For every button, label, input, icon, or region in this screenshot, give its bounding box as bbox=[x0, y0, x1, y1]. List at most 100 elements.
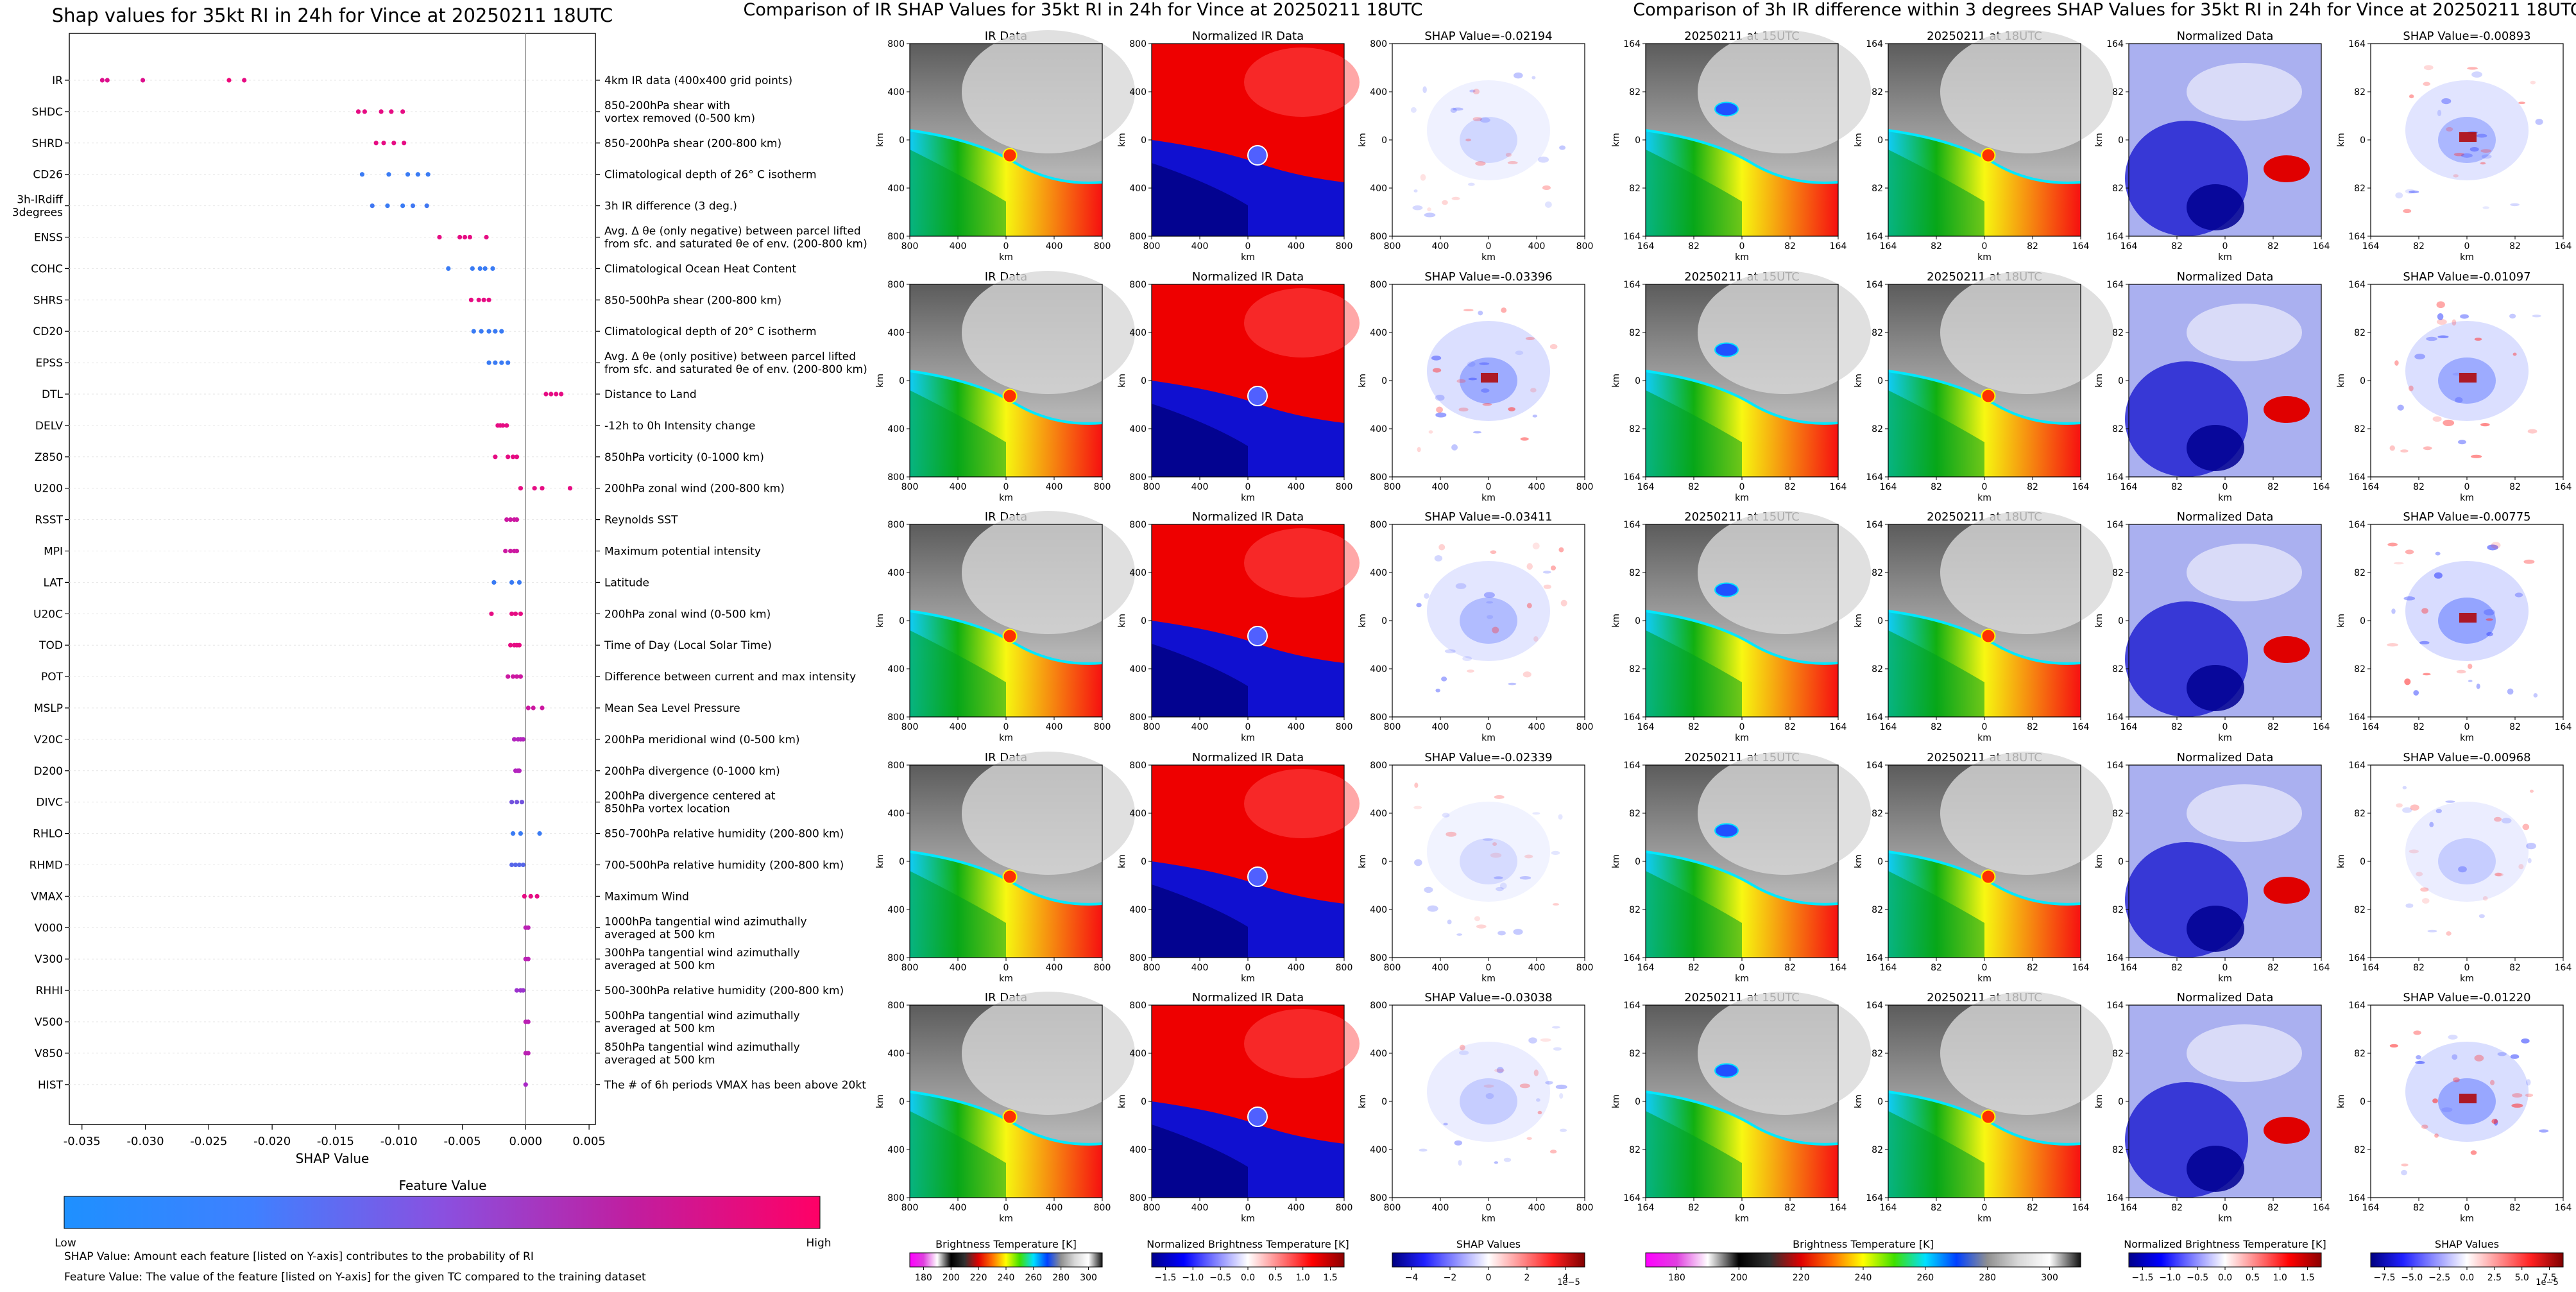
shap-value-title: SHAP Value=-0.00968 bbox=[2403, 751, 2530, 764]
y-tick-label: 800 bbox=[887, 232, 905, 242]
y-tick-label: 400 bbox=[1370, 87, 1387, 98]
y-axis-label: km bbox=[2094, 133, 2104, 147]
shap-speckle bbox=[1485, 1093, 1494, 1099]
x-axis-label: km bbox=[2218, 733, 2232, 743]
x-tick-label: 0 bbox=[1245, 1203, 1251, 1213]
y-tick-label: 164 bbox=[2348, 280, 2366, 290]
colorbar-tick-label: 1.0 bbox=[2273, 1273, 2287, 1283]
y-tick-label: 82 bbox=[1629, 664, 1641, 675]
x-tick-label: 0 bbox=[2222, 241, 2228, 252]
shap-speckle bbox=[2410, 804, 2419, 811]
shap-speckle bbox=[2525, 1093, 2534, 1098]
shap-speckle bbox=[1427, 207, 1431, 212]
x-tick-label: 400 bbox=[1432, 482, 1449, 492]
shap-summary-chart: Shap values for 35kt RI in 24h for Vince… bbox=[12, 4, 867, 1250]
eye-feature bbox=[1981, 628, 1996, 644]
feature-description: averaged at 500 km bbox=[604, 1022, 715, 1035]
shap-speckle bbox=[1490, 852, 1502, 858]
shap-speckle bbox=[2470, 454, 2482, 458]
x-axis-label: km bbox=[1977, 1214, 1992, 1224]
shap-speckle bbox=[1497, 931, 1506, 936]
x-tick-label: 164 bbox=[2120, 722, 2138, 732]
colorbar-tick-label: 300 bbox=[1080, 1273, 1097, 1283]
warm-region-green bbox=[1888, 871, 1984, 958]
x-tick-label: 800 bbox=[1336, 482, 1353, 492]
x-tick-label: 800 bbox=[1143, 963, 1161, 973]
shap-speckle bbox=[2480, 149, 2491, 153]
x-axis-label: km bbox=[1735, 252, 1749, 263]
y-tick-label: 164 bbox=[1866, 280, 1883, 290]
shap-speckle bbox=[2474, 1055, 2484, 1062]
y-axis-label: km bbox=[1854, 1094, 1864, 1108]
footnote-shap: SHAP Value: Amount each feature [listed … bbox=[64, 1250, 534, 1263]
shap-negative-core bbox=[2438, 838, 2496, 884]
y-tick-label: 400 bbox=[887, 568, 905, 578]
x-tick-label: 164 bbox=[2072, 241, 2090, 252]
warm-region-green bbox=[910, 630, 1006, 717]
shap-speckle bbox=[1523, 671, 1531, 678]
shap-speckle bbox=[2432, 416, 2442, 422]
shap-speckle bbox=[2405, 549, 2414, 555]
shap-map-background bbox=[1392, 765, 1585, 958]
feature-colorbar bbox=[64, 1196, 821, 1229]
normalized-deep-region bbox=[1152, 644, 1248, 717]
shap-speckle bbox=[1533, 636, 1539, 642]
shap-speckle bbox=[2395, 192, 2403, 199]
x-tick-label: 400 bbox=[1046, 1203, 1063, 1213]
shap-point bbox=[467, 234, 472, 240]
shap-speckle bbox=[1532, 812, 1540, 815]
shap-speckle bbox=[2509, 313, 2516, 319]
shap-speckle bbox=[2468, 680, 2473, 682]
feature-description: 200hPa zonal wind (200-800 km) bbox=[604, 483, 785, 495]
y-tick-label: 82 bbox=[1872, 664, 1883, 675]
y-tick-label: 82 bbox=[2112, 568, 2124, 578]
cloud-edge bbox=[909, 129, 1103, 184]
y-tick-label: 82 bbox=[1629, 905, 1641, 915]
shap-speckle bbox=[2469, 147, 2479, 152]
shap-speckle bbox=[1519, 875, 1531, 880]
x-tick-label: 400 bbox=[950, 1203, 967, 1213]
cloud-edge bbox=[1888, 370, 2081, 425]
shap-speckle bbox=[2494, 872, 2502, 877]
y-tick-label: 82 bbox=[1872, 184, 1883, 194]
x-tick-label: 0 bbox=[1245, 722, 1251, 732]
cloud-edge bbox=[909, 370, 1103, 425]
warm-region-green bbox=[1646, 1111, 1742, 1198]
x-tick-label: 0 bbox=[1486, 1203, 1492, 1213]
shap-speckle bbox=[2402, 807, 2412, 813]
y-axis-label: km bbox=[1358, 1094, 1368, 1108]
x-tick-label: 164 bbox=[2072, 722, 2090, 732]
shap-speckle bbox=[2518, 864, 2524, 870]
shap-point bbox=[493, 360, 498, 365]
shap-speckle bbox=[2491, 542, 2501, 549]
eye-feature bbox=[1714, 101, 1739, 117]
x-tick-label: 800 bbox=[1576, 241, 1594, 252]
colorbar-tick-label: 0.5 bbox=[1268, 1273, 1283, 1283]
x-tick-label: 82 bbox=[2027, 963, 2038, 973]
shap-speckle bbox=[1422, 86, 1427, 94]
x-axis-label: km bbox=[2460, 252, 2474, 263]
x-tick-label: 800 bbox=[1094, 241, 1111, 252]
shap-point bbox=[482, 266, 488, 271]
eye-feature bbox=[1981, 1109, 1996, 1124]
shap-speckle bbox=[2526, 843, 2536, 850]
shap-speckle bbox=[2416, 1055, 2421, 1060]
y-tick-label: 164 bbox=[1866, 520, 1883, 530]
shap-speckle bbox=[1486, 601, 1494, 604]
y-tick-label: 82 bbox=[2354, 87, 2366, 98]
x-tick-label: 0 bbox=[1982, 1203, 1988, 1213]
shap-speckle bbox=[1494, 1069, 1505, 1072]
y-tick-label: 164 bbox=[1623, 712, 1641, 723]
normalized-warm-patch bbox=[2264, 155, 2310, 182]
y-tick-label: 82 bbox=[1872, 424, 1883, 435]
x-tick-label: 164 bbox=[1637, 722, 1655, 732]
normalized-ir-title: Normalized IR Data bbox=[1192, 510, 1304, 524]
y-tick-label: 164 bbox=[2106, 761, 2124, 771]
shap-speckle bbox=[1533, 1069, 1539, 1076]
y-tick-label: 0 bbox=[899, 1097, 905, 1107]
y-tick-label: 82 bbox=[1872, 905, 1883, 915]
y-tick-label: 164 bbox=[2106, 472, 2124, 483]
cloud-edge bbox=[1645, 610, 1839, 665]
shap-speckle bbox=[1532, 414, 1538, 418]
y-tick-label: 400 bbox=[887, 664, 905, 675]
